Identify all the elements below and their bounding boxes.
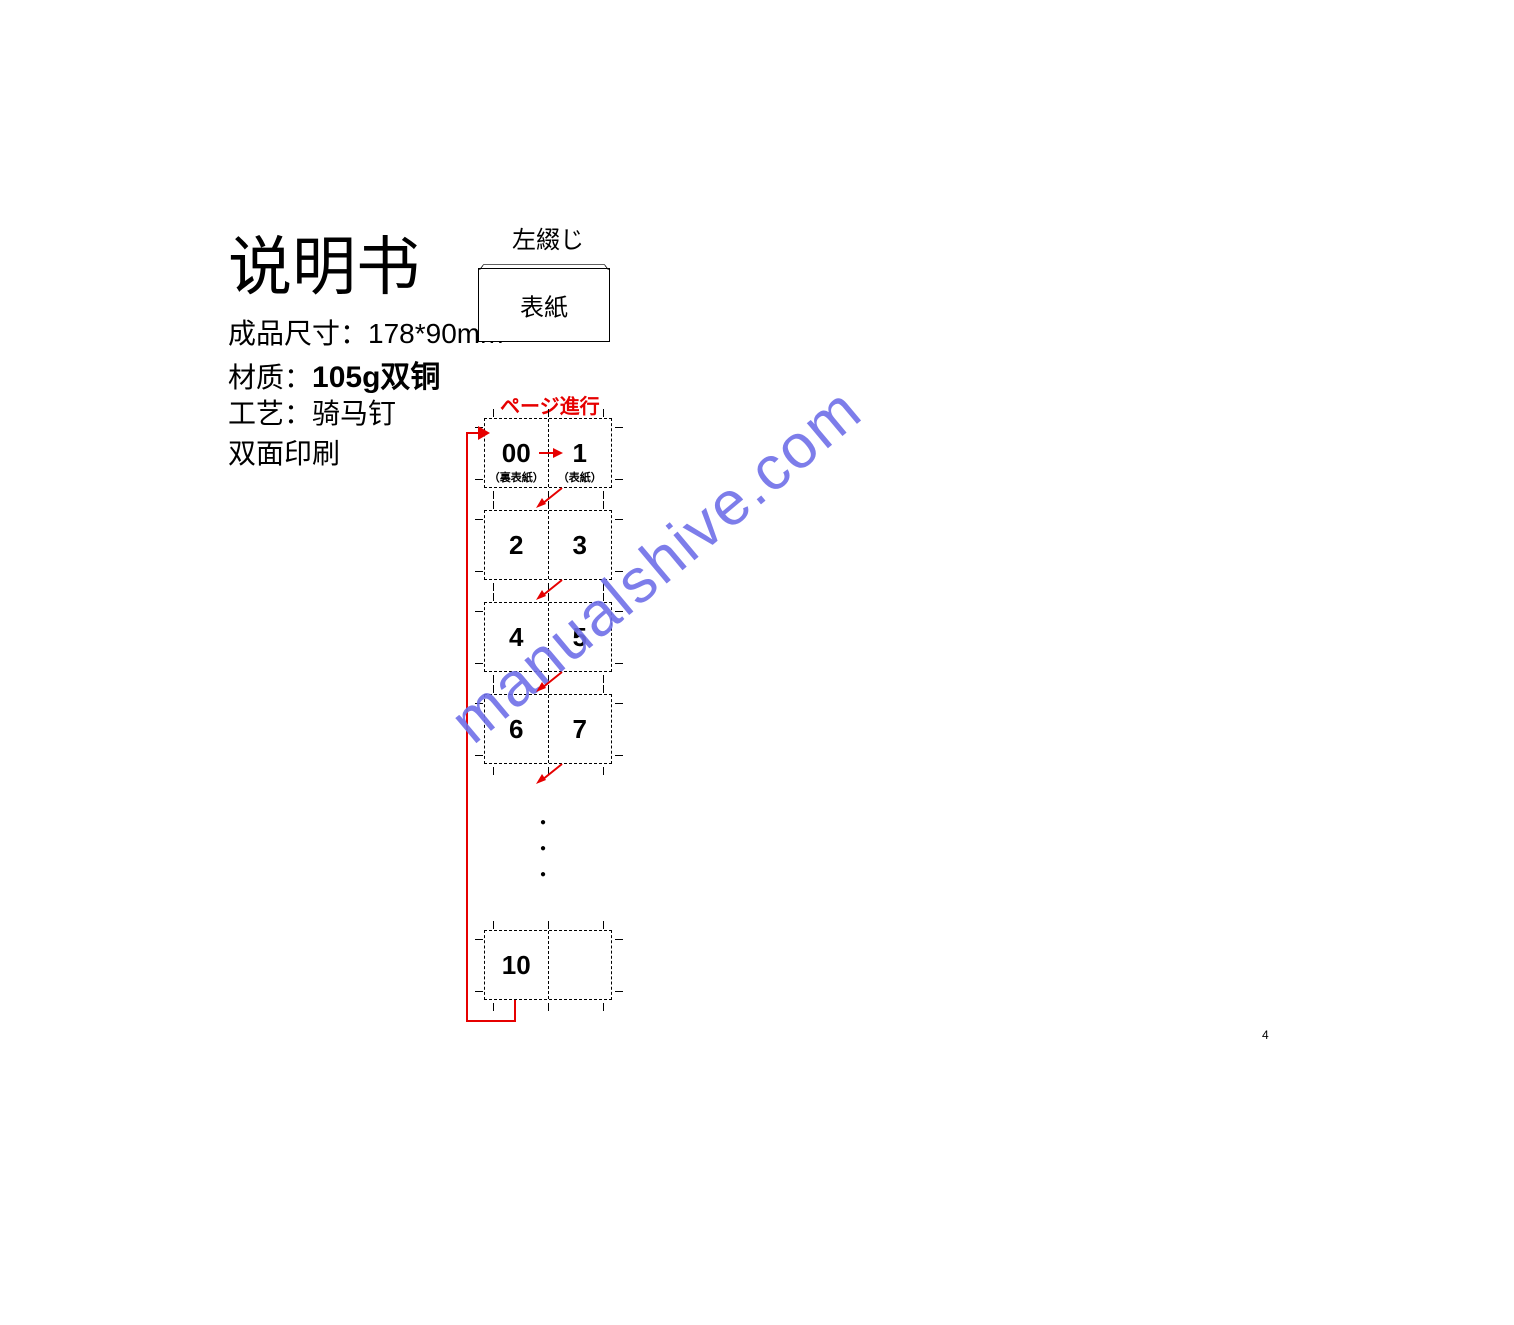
spread-final-right xyxy=(549,931,612,999)
crop-tick xyxy=(493,1003,494,1011)
spec-process-label: 工艺： xyxy=(228,398,312,429)
crop-tick xyxy=(475,571,483,572)
spread-final: 10 xyxy=(484,930,612,1000)
crop-tick xyxy=(615,663,623,664)
crop-tick xyxy=(603,675,604,683)
spread-1-right-num: 3 xyxy=(573,530,587,561)
spread-1-left-num: 2 xyxy=(509,530,523,561)
doc-title: 说明书 xyxy=(228,216,420,308)
inner-arrow-icon xyxy=(539,445,563,461)
crop-tick xyxy=(493,593,494,601)
flow-arrow-icon xyxy=(532,578,568,602)
crop-tick xyxy=(493,409,494,417)
booklet-icon: 表紙 xyxy=(478,268,610,342)
crop-tick xyxy=(615,939,623,940)
spread-3-right: 7 xyxy=(549,695,612,763)
flow-arrow-icon xyxy=(532,762,568,786)
crop-tick xyxy=(603,409,604,417)
binding-label: 左綴じ xyxy=(512,220,584,255)
crop-tick xyxy=(615,755,623,756)
crop-tick xyxy=(615,519,623,520)
flow-arrow-icon xyxy=(532,486,568,510)
spec-duplex: 双面印刷 xyxy=(228,432,340,472)
ellipsis-dots: ●●● xyxy=(540,810,546,888)
crop-tick xyxy=(493,501,494,509)
crop-tick xyxy=(548,1003,549,1011)
spec-process: 工艺：骑马钉 xyxy=(228,392,396,432)
crop-tick xyxy=(475,991,483,992)
crop-tick xyxy=(493,491,494,499)
spread-final-left: 10 xyxy=(485,931,549,999)
spread-3-right-num: 7 xyxy=(573,714,587,745)
crop-tick xyxy=(475,479,483,480)
crop-tick xyxy=(603,685,604,693)
booklet-cover-text: 表紙 xyxy=(479,288,609,323)
crop-tick xyxy=(615,991,623,992)
spread-1: 23 xyxy=(484,510,612,580)
crop-tick xyxy=(475,939,483,940)
spec-size: 成品尺寸：178*90mm xyxy=(228,312,503,352)
spread-0-right-sub: （表紙） xyxy=(549,469,612,485)
crop-tick xyxy=(493,583,494,591)
return-arrowhead-icon xyxy=(478,426,492,440)
spread-0-left-sub: （裏表紙） xyxy=(485,469,548,485)
crop-tick xyxy=(615,479,623,480)
spec-process-value: 骑马钉 xyxy=(312,398,396,429)
spec-material-label: 材质： xyxy=(228,362,312,393)
return-line-left xyxy=(466,1020,516,1022)
crop-tick xyxy=(615,703,623,704)
spread-1-left: 2 xyxy=(485,511,549,579)
crop-tick xyxy=(475,611,483,612)
spread-final-left-num: 10 xyxy=(502,950,531,981)
crop-tick xyxy=(615,427,623,428)
spec-material-value: 105g双铜 xyxy=(312,361,440,394)
crop-tick xyxy=(603,1003,604,1011)
crop-tick xyxy=(493,767,494,775)
crop-tick xyxy=(548,409,549,417)
spread-0: 00（裏表紙） 1（表紙） xyxy=(484,418,612,488)
flow-arrow-icon xyxy=(532,670,568,694)
page-number: 4 xyxy=(1262,1028,1269,1042)
crop-tick xyxy=(548,921,549,929)
spec-size-label: 成品尺寸： xyxy=(228,318,368,349)
page-progress-label: ページ進行 xyxy=(500,390,600,419)
crop-tick xyxy=(603,501,604,509)
spread-0-left-num: 00 xyxy=(502,438,531,469)
return-line-down xyxy=(514,1000,516,1022)
crop-tick xyxy=(475,519,483,520)
crop-tick xyxy=(603,767,604,775)
crop-tick xyxy=(603,491,604,499)
spread-0-right-num: 1 xyxy=(573,438,587,469)
spec-material: 材质：105g双铜 xyxy=(228,352,440,396)
crop-tick xyxy=(493,921,494,929)
crop-tick xyxy=(603,921,604,929)
